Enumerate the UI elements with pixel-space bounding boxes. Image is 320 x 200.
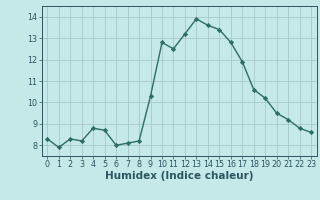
X-axis label: Humidex (Indice chaleur): Humidex (Indice chaleur): [105, 171, 253, 181]
